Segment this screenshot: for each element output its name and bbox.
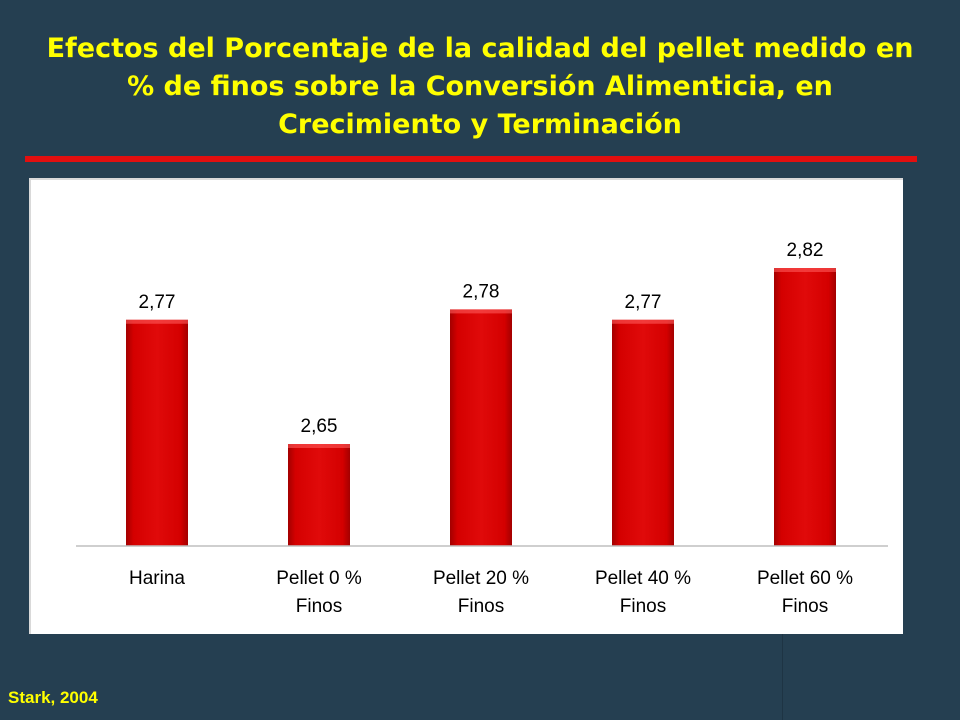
category-label-4-line-1: Pellet 40 % — [595, 568, 691, 589]
title-underline — [25, 156, 917, 162]
category-label-5-line-2: Finos — [782, 596, 828, 617]
bar-4 — [612, 319, 674, 546]
bar-highlight-2 — [288, 444, 350, 448]
bar-chart: 2,77 Harina 2,65 Pellet 0 % Finos 2,78 Pellet … — [76, 240, 888, 617]
category-label-5-line-1: Pellet 60 % — [757, 568, 853, 589]
value-label-4: 2,77 — [625, 292, 662, 313]
labels-layer: 2,77 Harina 2,65 Pellet 0 % Finos 2,78 Pellet … — [129, 240, 853, 617]
bar-5 — [774, 268, 836, 546]
chart-panel: 2,77 Harina 2,65 Pellet 0 % Finos 2,78 Pellet … — [29, 178, 903, 634]
bar-highlight-5 — [774, 268, 836, 272]
category-label-2-line-2: Finos — [296, 596, 342, 617]
bar-2 — [288, 444, 350, 546]
category-label-3-line-2: Finos — [458, 596, 504, 617]
value-label-2: 2,65 — [301, 416, 338, 437]
bar-1 — [126, 319, 188, 546]
category-label-2-line-1: Pellet 0 % — [276, 568, 362, 589]
category-label-1-line-1: Harina — [129, 568, 185, 589]
bar-3 — [450, 309, 512, 546]
bars-layer — [126, 268, 836, 546]
value-label-5: 2,82 — [787, 240, 824, 261]
slide-title: Efectos del Porcentaje de la calidad del… — [46, 33, 914, 140]
bar-highlight-3 — [450, 309, 512, 314]
value-label-3: 2,78 — [463, 281, 500, 302]
value-label-1: 2,77 — [139, 292, 176, 313]
category-label-4-line-2: Finos — [620, 596, 666, 617]
bar-highlight-4 — [612, 319, 674, 324]
source-citation: Stark, 2004 — [8, 688, 98, 707]
divider-line — [782, 634, 783, 720]
bar-highlight-1 — [126, 319, 188, 324]
category-label-3-line-1: Pellet 20 % — [433, 568, 529, 589]
